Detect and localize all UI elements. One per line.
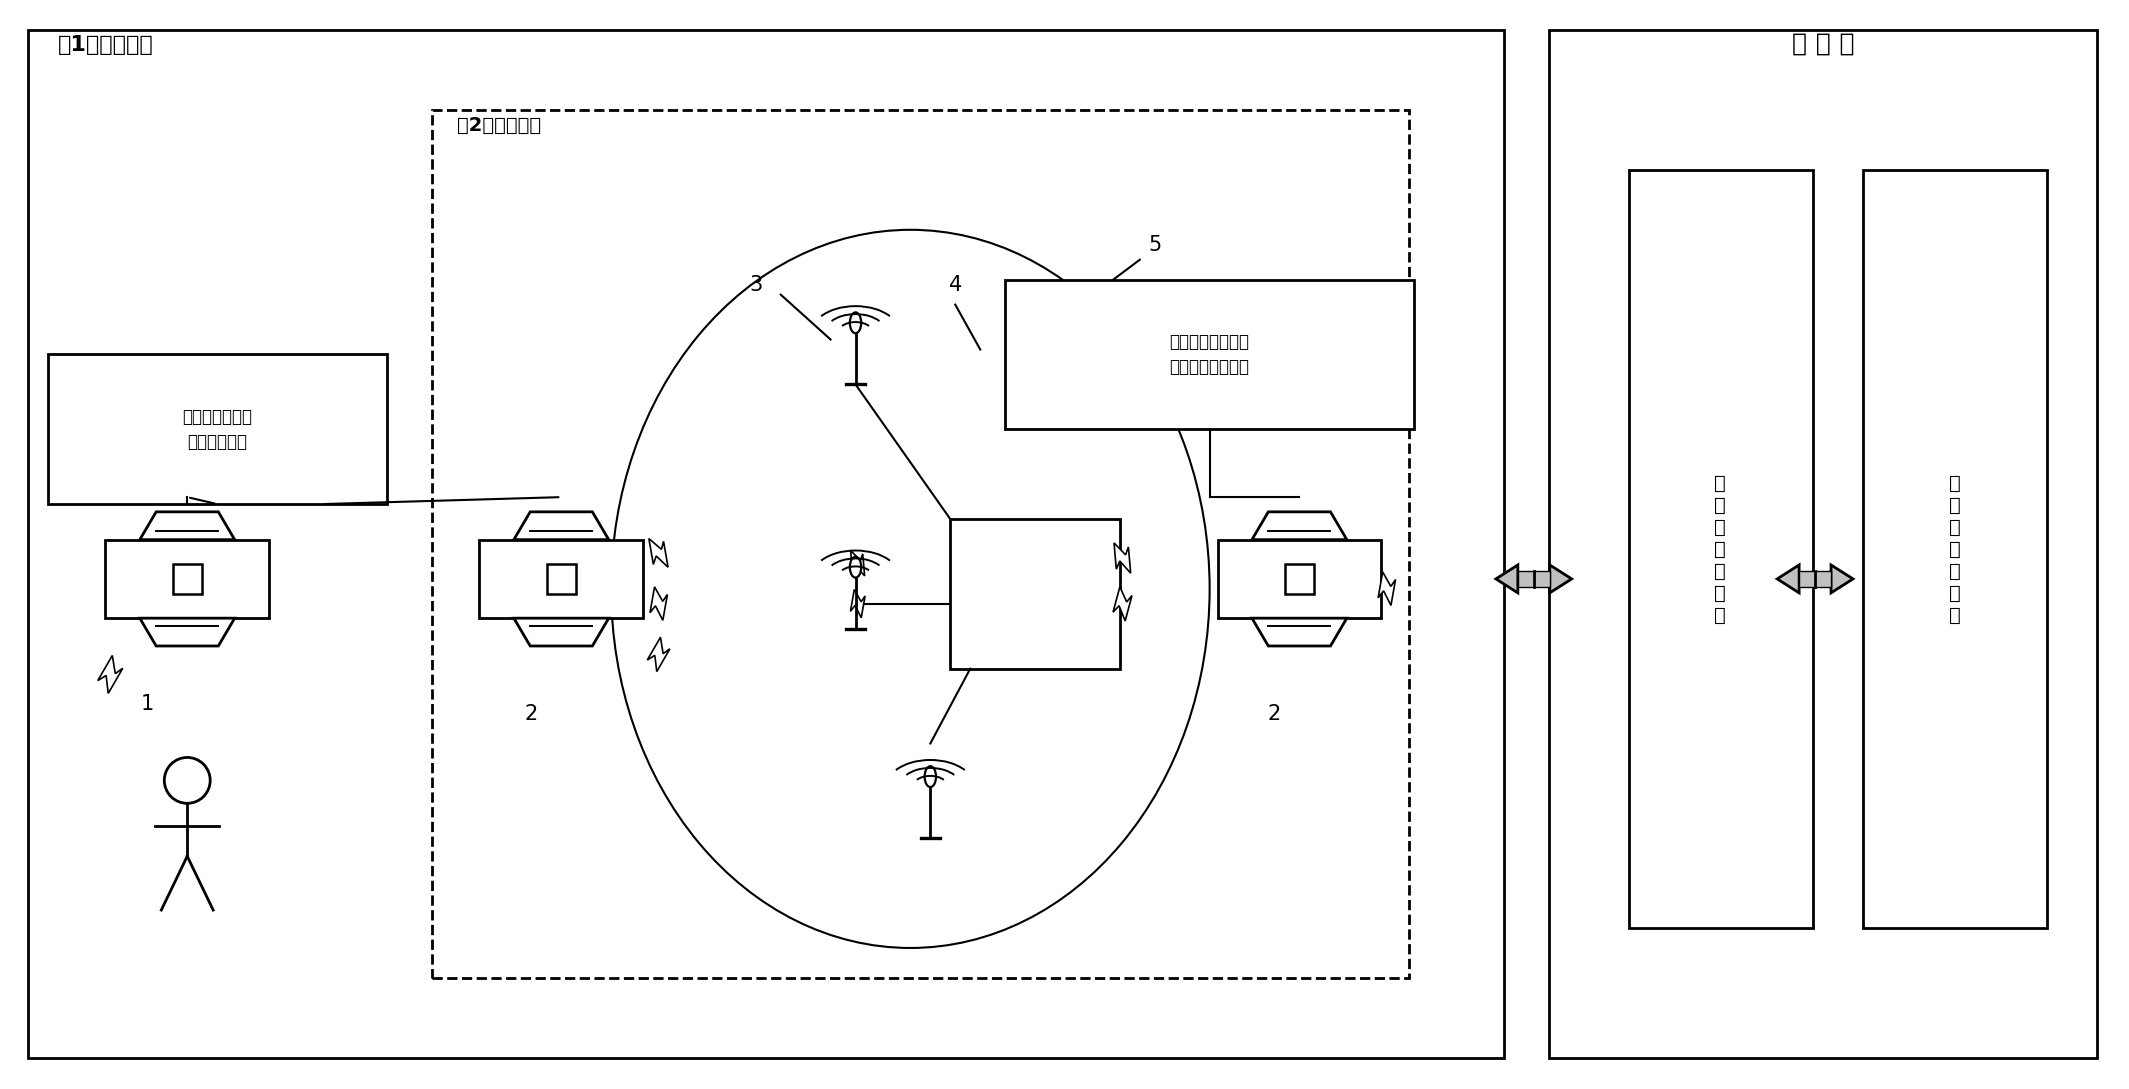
Polygon shape	[649, 539, 669, 567]
Polygon shape	[1778, 565, 1799, 592]
Polygon shape	[141, 512, 234, 540]
Bar	[106, 540, 268, 619]
Bar	[950, 519, 1120, 669]
Ellipse shape	[849, 313, 862, 333]
Bar	[432, 110, 1409, 978]
Polygon shape	[1831, 565, 1852, 592]
Text: 第1套计费机构: 第1套计费机构	[57, 35, 153, 56]
Bar	[1863, 170, 2048, 928]
Text: 1: 1	[141, 694, 153, 713]
Text: 2: 2	[524, 703, 539, 723]
Bar	[1284, 564, 1314, 594]
Polygon shape	[98, 656, 123, 694]
Bar	[547, 564, 577, 594]
Text: 服 务 器: 服 务 器	[1793, 32, 1854, 56]
Ellipse shape	[849, 556, 862, 577]
Polygon shape	[849, 589, 864, 617]
Bar	[172, 564, 202, 594]
Text: 计费截止＿主动式
标签离开接收区域: 计费截止＿主动式 标签离开接收区域	[1169, 333, 1250, 376]
Circle shape	[164, 758, 211, 804]
Polygon shape	[1497, 565, 1518, 592]
Bar	[1005, 280, 1414, 429]
Polygon shape	[1113, 543, 1130, 573]
Text: 计费开始＿被动
式标签被触发: 计费开始＿被动 式标签被触发	[183, 407, 251, 451]
Bar	[1629, 170, 1814, 928]
Polygon shape	[1252, 512, 1348, 540]
Text: 3: 3	[749, 274, 762, 295]
Polygon shape	[1113, 587, 1133, 621]
Polygon shape	[1252, 619, 1348, 646]
Bar	[1799, 571, 1831, 587]
Text: 停
车
收
费
服
务
器: 停 车 收 费 服 务 器	[1950, 474, 1961, 624]
Polygon shape	[513, 619, 609, 646]
Text: 4: 4	[950, 274, 962, 295]
Polygon shape	[649, 587, 666, 621]
Polygon shape	[1377, 572, 1394, 605]
Polygon shape	[141, 619, 234, 646]
Text: 5: 5	[1148, 235, 1162, 255]
Bar	[47, 355, 387, 504]
Polygon shape	[647, 637, 671, 672]
Bar	[479, 540, 643, 619]
Polygon shape	[1550, 565, 1571, 592]
Polygon shape	[852, 550, 864, 576]
Bar	[1218, 540, 1382, 619]
Ellipse shape	[924, 767, 937, 787]
Text: 第2套计费机构: 第2套计费机构	[456, 117, 541, 135]
Text: 车
位
检
测
服
务
器: 车 位 检 测 服 务 器	[1714, 474, 1727, 624]
Text: 2: 2	[1269, 703, 1282, 723]
Bar	[1548, 30, 2097, 1057]
Bar	[1518, 571, 1550, 587]
Polygon shape	[513, 512, 609, 540]
Bar	[28, 30, 1503, 1057]
